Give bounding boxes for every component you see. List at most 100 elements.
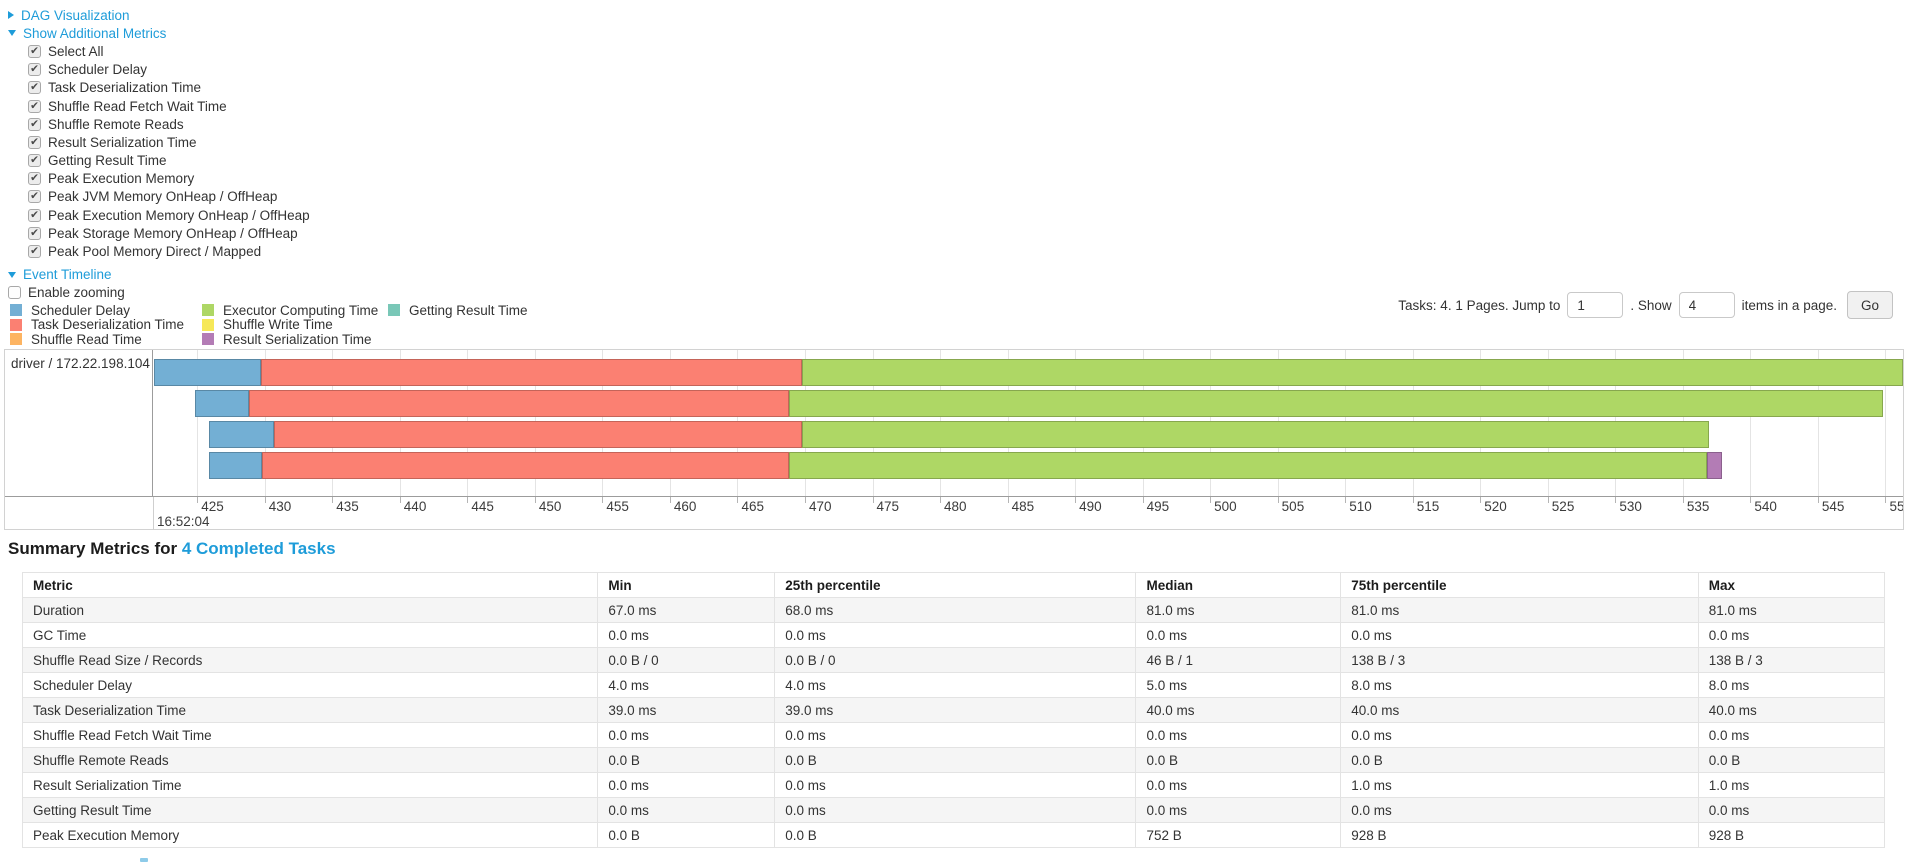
table-cell: Duration [21, 597, 599, 623]
table-cell: 40.0 ms [1340, 697, 1699, 723]
metric-checkbox[interactable]: ✔ [28, 245, 41, 259]
axis-tick [534, 497, 536, 503]
metric-checkbox[interactable]: ✔ [28, 81, 41, 95]
axis-minor-label: 460 [673, 499, 697, 514]
table-row: Shuffle Read Fetch Wait Time 0.0 ms 0.0 ms… [21, 722, 1886, 748]
task-bar-segment-executor-computing[interactable] [788, 452, 1708, 479]
axis-minor-label: 540 [1754, 499, 1777, 514]
metric-checkbox[interactable]: ✔ [28, 117, 41, 131]
metric-checkbox-item[interactable]: ✔ Peak Execution Memory OnHeap / OffHeap [28, 206, 310, 224]
table-cell: 4.0 ms [774, 672, 1137, 698]
axis-minor-label: 550 [1889, 499, 1903, 514]
metric-checkbox-item[interactable]: ✔ Result Serialization Time [28, 133, 310, 151]
table-cell: 5.0 ms [1135, 672, 1342, 698]
axis-minor-label: 480 [944, 499, 967, 514]
items-per-page-input[interactable] [1678, 292, 1735, 318]
metric-checkbox-label: Select All [48, 43, 104, 59]
legend-swatch-executor-computing [202, 304, 214, 317]
dag-visualization-toggle[interactable]: DAG Visualization [8, 8, 130, 23]
axis-minor-label: 440 [403, 499, 427, 514]
axis-tick [1885, 497, 1887, 503]
table-cell: 40.0 ms [1697, 697, 1886, 723]
table-cell: 928 B [1340, 822, 1699, 848]
table-cell: 0.0 ms [774, 622, 1137, 648]
jump-to-page-input[interactable] [1567, 292, 1624, 318]
table-header-cell: 25th percentile [774, 572, 1137, 598]
metric-checkbox-item[interactable]: ✔ Peak JVM Memory OnHeap / OffHeap [28, 188, 310, 206]
axis-tick [1750, 497, 1752, 503]
metric-checkbox[interactable]: ✔ [28, 172, 41, 186]
metric-checkbox-item[interactable]: ✔ Task Deserialization Time [28, 79, 310, 97]
metric-checkbox[interactable]: ✔ [28, 226, 41, 240]
task-bar-segment-task-deserialization[interactable] [260, 359, 803, 386]
axis-tick [1480, 497, 1482, 503]
completed-tasks-link[interactable]: 4 Completed Tasks [181, 539, 336, 558]
table-cell: 46 B / 1 [1135, 647, 1342, 673]
go-button[interactable]: Go [1846, 291, 1893, 319]
axis-tick [264, 497, 266, 503]
metric-checkbox-item[interactable]: ✔ Scheduler Delay [28, 61, 310, 79]
metric-checkbox[interactable]: ✔ [28, 63, 41, 77]
metric-checkbox[interactable]: ✔ [28, 135, 41, 149]
axis-minor-label: 525 [1551, 499, 1575, 514]
show-additional-metrics-toggle[interactable]: Show Additional Metrics [8, 26, 166, 41]
axis-tick [1007, 497, 1009, 503]
metric-checkbox-item[interactable]: ✔ Getting Result Time [28, 152, 310, 170]
legend-column: Scheduler Delay Task Deserialization Time… [10, 303, 202, 347]
table-row: Peak Execution Memory 0.0 B 0.0 B 752 B 928 … [21, 822, 1886, 848]
task-bar-segment-scheduler-delay[interactable] [194, 390, 249, 417]
table-cell: 0.0 ms [1135, 797, 1342, 823]
legend-item-result-serialization: Result Serialization Time [202, 332, 388, 347]
metric-checkbox[interactable]: ✔ [28, 208, 41, 222]
metric-checkbox[interactable]: ✔ [28, 154, 41, 168]
task-bar-segment-executor-computing[interactable] [802, 359, 1903, 386]
axis-tick [1345, 497, 1347, 503]
metric-checkbox-item[interactable]: ✔ Peak Execution Memory [28, 170, 310, 188]
task-bar-segment-scheduler-delay[interactable] [209, 421, 275, 448]
metric-checkbox-label: Shuffle Remote Reads [48, 116, 184, 132]
metric-checkbox-item[interactable]: ✔ Shuffle Remote Reads [28, 115, 310, 133]
axis-tick [1412, 497, 1414, 503]
axis-tick [1277, 497, 1279, 503]
axis-minor-label: 465 [741, 499, 764, 514]
task-bar-segment-task-deserialization[interactable] [274, 421, 803, 448]
event-timeline-label: Event Timeline [23, 267, 112, 283]
table-cell: 0.0 B / 0 [774, 647, 1137, 673]
metric-checkbox[interactable]: ✔ [28, 190, 41, 204]
table-cell: Shuffle Read Fetch Wait Time [21, 722, 599, 748]
event-timeline-toggle[interactable]: Event Timeline [8, 267, 112, 282]
legend-label: Executor Computing Time [223, 302, 379, 318]
metric-checkbox-item[interactable]: ✔ Shuffle Read Fetch Wait Time [28, 97, 310, 115]
axis-minor-label: 495 [1146, 499, 1170, 514]
enable-zooming-option[interactable]: Enable zooming [8, 285, 310, 300]
task-bar-segment-executor-computing[interactable] [788, 390, 1883, 417]
task-bar-segment-executor-computing[interactable] [802, 421, 1709, 448]
gridline [197, 350, 199, 496]
legend-item-shuffle-write: Shuffle Write Time [202, 317, 388, 332]
metric-checkbox-item[interactable]: ✔ Peak Pool Memory Direct / Mapped [28, 242, 310, 260]
axis-tick [1547, 497, 1549, 503]
table-cell: GC Time [21, 622, 599, 648]
axis-minor-label: 475 [876, 499, 900, 514]
metric-checkbox[interactable]: ✔ [28, 44, 41, 58]
task-bar-segment-result-serialization[interactable] [1707, 452, 1722, 479]
axis-minor-label: 450 [538, 499, 562, 514]
metric-checkbox-label: Peak JVM Memory OnHeap / OffHeap [48, 189, 278, 205]
axis-minor-label: 530 [1619, 499, 1642, 514]
legend-column: Executor Computing Time Shuffle Write Tim… [202, 303, 388, 347]
axis-minor-label: 515 [1416, 499, 1440, 514]
axis-tick [940, 497, 942, 503]
enable-zooming-checkbox[interactable] [8, 285, 21, 299]
task-pagination: Tasks: 4. 1 Pages. Jump to . Show items … [1398, 291, 1893, 319]
task-bar-segment-scheduler-delay[interactable] [209, 452, 263, 479]
task-bar-segment-scheduler-delay[interactable] [154, 359, 261, 386]
legend-item-shuffle-read: Shuffle Read Time [10, 332, 202, 347]
metric-checkbox-item[interactable]: ✔ Select All [28, 42, 310, 60]
summary-metrics-heading: Summary Metrics for 4 Completed Tasks [8, 539, 1899, 559]
metric-checkbox[interactable]: ✔ [28, 99, 41, 113]
task-bar-segment-task-deserialization[interactable] [248, 390, 789, 417]
table-cell: 0.0 ms [1135, 772, 1342, 798]
task-bar-segment-task-deserialization[interactable] [262, 452, 789, 479]
metric-checkbox-item[interactable]: ✔ Peak Storage Memory OnHeap / OffHeap [28, 224, 310, 242]
timeline-axis-left-border [153, 497, 154, 530]
